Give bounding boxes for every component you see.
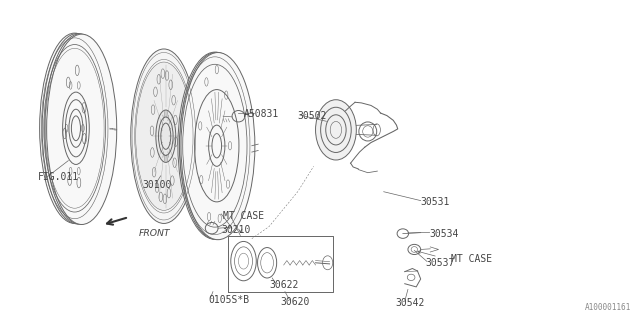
Text: FRONT: FRONT	[138, 229, 170, 238]
Text: 30502: 30502	[298, 111, 327, 121]
Text: 30534: 30534	[429, 228, 459, 239]
Ellipse shape	[40, 33, 109, 223]
Text: 30542: 30542	[395, 298, 424, 308]
Ellipse shape	[156, 110, 176, 162]
Text: 30100: 30100	[143, 180, 172, 190]
Ellipse shape	[181, 52, 255, 240]
Ellipse shape	[178, 52, 252, 239]
Ellipse shape	[179, 52, 253, 239]
Ellipse shape	[131, 49, 197, 223]
Ellipse shape	[47, 34, 116, 225]
Ellipse shape	[136, 62, 192, 210]
Text: MT CASE: MT CASE	[451, 254, 492, 264]
Ellipse shape	[45, 34, 115, 224]
Text: 0105S*B: 0105S*B	[209, 295, 250, 305]
Text: 30210: 30210	[221, 225, 251, 235]
Text: A100001161: A100001161	[585, 303, 631, 312]
Ellipse shape	[42, 34, 112, 224]
Text: 30622: 30622	[269, 280, 298, 290]
Text: A50831: A50831	[244, 109, 279, 119]
Text: 30537: 30537	[425, 258, 454, 268]
Ellipse shape	[316, 100, 356, 160]
Text: MT CASE: MT CASE	[223, 212, 264, 221]
Text: 30531: 30531	[420, 197, 450, 207]
Text: FIG.011: FIG.011	[38, 172, 79, 182]
Text: 30620: 30620	[280, 297, 310, 307]
